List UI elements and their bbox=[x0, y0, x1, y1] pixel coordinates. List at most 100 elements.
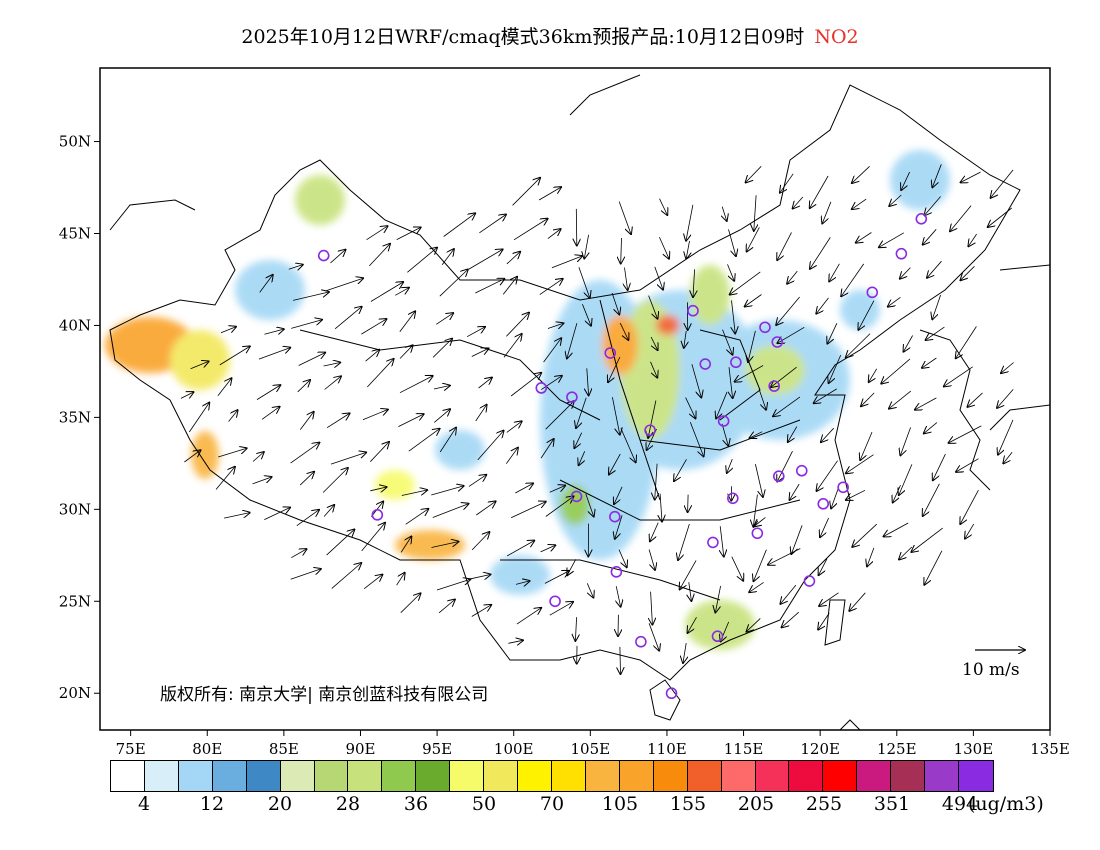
wind-vector bbox=[468, 575, 490, 580]
wind-vector bbox=[818, 612, 830, 630]
map-title: 2025年10月12日WRF/cmaq模式36km预报产品:10月12日09时 N… bbox=[0, 22, 1100, 49]
city-station-marker bbox=[895, 247, 908, 260]
wind-vector bbox=[923, 229, 937, 244]
wind-vector bbox=[322, 468, 348, 493]
wind-vector bbox=[587, 368, 589, 395]
lon-tick-label: 120E bbox=[800, 740, 840, 758]
wind-vector bbox=[468, 249, 503, 270]
station-markers bbox=[317, 212, 928, 700]
wind-vector bbox=[506, 252, 520, 265]
wind-vector bbox=[334, 307, 362, 330]
wind-vector bbox=[441, 249, 454, 266]
wind-vector bbox=[296, 510, 319, 527]
wind-vector bbox=[651, 591, 653, 625]
city-station-marker bbox=[768, 380, 780, 392]
wind-vector bbox=[788, 426, 798, 442]
wind-vector bbox=[773, 396, 801, 416]
wind-vector bbox=[619, 322, 628, 340]
wind-vector bbox=[291, 549, 306, 559]
city-station-marker bbox=[730, 356, 742, 369]
wind-vector bbox=[683, 643, 686, 663]
wind-vector bbox=[754, 549, 767, 582]
wind-vector bbox=[502, 277, 517, 295]
wind-vector bbox=[545, 401, 574, 430]
wind-vector bbox=[625, 267, 628, 291]
wind-vector bbox=[439, 428, 456, 453]
wind-vector bbox=[650, 336, 658, 350]
wind-vector bbox=[829, 263, 840, 282]
wind-vector bbox=[400, 593, 421, 613]
wind-vector bbox=[584, 234, 588, 259]
map-frame bbox=[99, 67, 1051, 731]
colorbar-swatch bbox=[178, 761, 213, 791]
wind-vector bbox=[324, 376, 341, 390]
wind-vector bbox=[515, 581, 530, 585]
colorbar-swatch bbox=[314, 761, 349, 791]
wind-vector bbox=[399, 311, 415, 333]
city-station-marker bbox=[717, 415, 730, 427]
wind-vector bbox=[688, 617, 697, 633]
wind-vector bbox=[476, 501, 495, 516]
wind-vector bbox=[852, 198, 867, 209]
wind-vector bbox=[291, 320, 322, 329]
wind-vector bbox=[369, 244, 390, 267]
wind-vector bbox=[399, 376, 433, 394]
wind-vector bbox=[477, 431, 504, 461]
lat-tick-label: 30N bbox=[59, 500, 91, 518]
city-station-marker bbox=[795, 464, 808, 477]
wind-vector bbox=[513, 219, 548, 241]
wind-vector bbox=[395, 288, 409, 296]
city-station-marker bbox=[604, 347, 617, 359]
wind-vector bbox=[678, 523, 690, 560]
wind-vector bbox=[620, 428, 636, 462]
colorbar-swatch bbox=[721, 761, 756, 791]
lat-tick-label: 40N bbox=[59, 316, 91, 334]
wind-vector bbox=[326, 529, 355, 556]
wind-vector bbox=[915, 397, 937, 410]
wind-vector bbox=[298, 353, 326, 366]
wind-vector bbox=[771, 366, 797, 387]
lon-tick-label: 115E bbox=[724, 740, 764, 758]
wind-vector bbox=[650, 361, 658, 378]
wind-vector bbox=[660, 493, 662, 522]
wind-vector bbox=[620, 646, 621, 674]
colorbar-label: 20 bbox=[267, 793, 293, 815]
wind-vectors bbox=[180, 164, 1014, 674]
wind-vector bbox=[933, 453, 946, 480]
wind-vector bbox=[747, 618, 761, 631]
lat-tick-label: 25N bbox=[59, 592, 91, 610]
wind-vector bbox=[997, 389, 1014, 408]
wind-vector bbox=[579, 451, 585, 465]
city-station-marker bbox=[866, 286, 879, 299]
wind-vector bbox=[879, 232, 905, 248]
wind-vector bbox=[478, 378, 492, 389]
wind-vector bbox=[968, 233, 977, 246]
wind-vector bbox=[516, 608, 541, 625]
wind-vector bbox=[949, 425, 982, 443]
lon-tick-label: 80E bbox=[192, 740, 222, 758]
wind-vector bbox=[259, 275, 273, 293]
wind-vector bbox=[578, 267, 590, 298]
colorbar-label: 50 bbox=[471, 793, 497, 815]
wind-vector bbox=[323, 505, 334, 517]
wind-vector bbox=[889, 390, 912, 409]
wind-vector bbox=[782, 611, 799, 627]
wind-vector bbox=[582, 304, 591, 326]
wind-vector bbox=[960, 490, 979, 524]
wind-vector bbox=[288, 265, 303, 270]
lon-tick-label: 130E bbox=[954, 740, 994, 758]
wind-vector bbox=[777, 232, 792, 260]
lat-tick-label: 35N bbox=[59, 408, 91, 426]
wind-vector bbox=[611, 292, 619, 314]
wind-vector bbox=[363, 575, 382, 590]
wind-vector bbox=[893, 485, 901, 502]
city-station-marker bbox=[635, 635, 647, 648]
wind-vector bbox=[188, 403, 209, 433]
lon-tick-label: 85E bbox=[269, 740, 299, 758]
wind-vector bbox=[370, 442, 389, 462]
wind-vector bbox=[846, 489, 866, 500]
wind-vector bbox=[438, 600, 455, 614]
wind-vector bbox=[899, 464, 913, 495]
wind-vector bbox=[190, 361, 209, 370]
colorbar-labels: 4 12 20 28 36 50 70 105 155 205 255 351 494 bbox=[110, 793, 1010, 823]
